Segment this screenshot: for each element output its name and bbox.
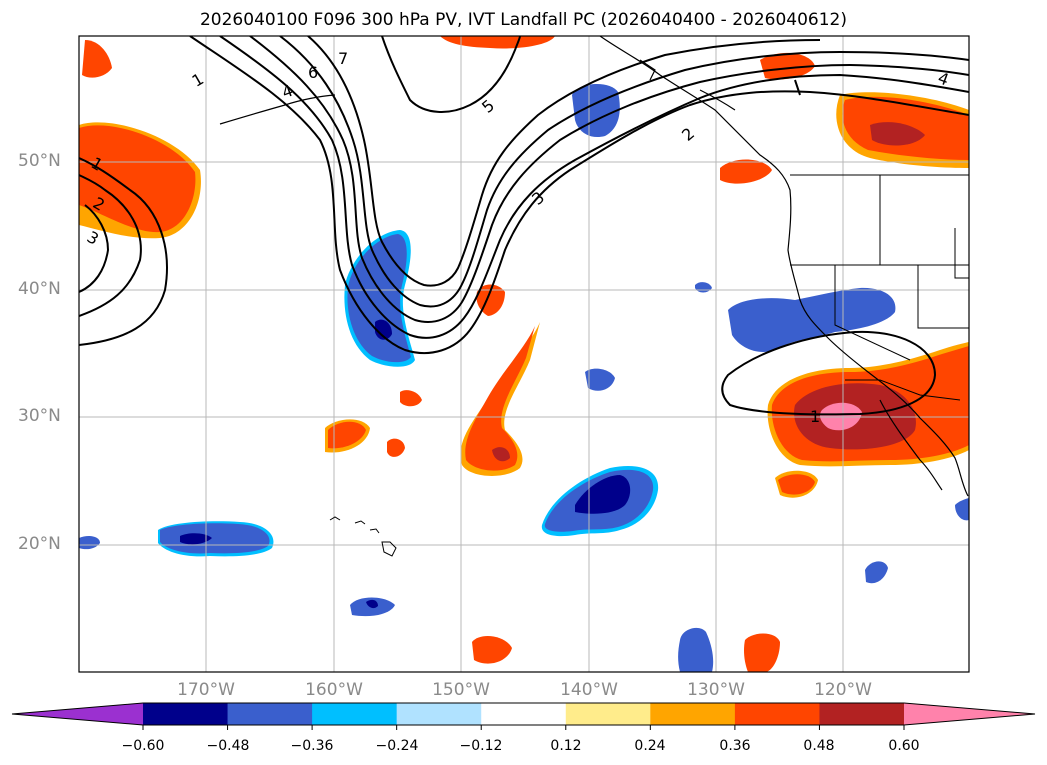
colorbar-tick-label: −0.36 bbox=[290, 738, 334, 754]
colorbar-segment bbox=[481, 703, 567, 725]
contour-label: 6 bbox=[308, 63, 318, 82]
colorbar-tick-label: 0.48 bbox=[803, 738, 835, 754]
colorbar-tick-label: 0.24 bbox=[634, 738, 666, 754]
colorbar-extend-max bbox=[904, 703, 1035, 725]
political-borders bbox=[790, 174, 969, 401]
colorbar-segment bbox=[143, 703, 229, 725]
colorbar-segment bbox=[227, 703, 313, 725]
colorbar-extend-min bbox=[12, 703, 143, 725]
colorbar-tick-label: 0.60 bbox=[888, 738, 920, 754]
colorbar-segment bbox=[312, 703, 398, 725]
longitude-label-150w: 150°W bbox=[432, 680, 490, 700]
latitude-label-20n: 20°N bbox=[18, 534, 61, 554]
longitude-label-170w: 170°W bbox=[177, 680, 235, 700]
positive-anomaly-shading bbox=[79, 36, 969, 672]
colorbar-segment bbox=[734, 703, 820, 725]
colorbar-segment bbox=[819, 703, 905, 725]
hawaii-islands bbox=[329, 516, 397, 557]
colorbar bbox=[11, 702, 1036, 730]
longitude-label-130w: 130°W bbox=[687, 680, 745, 700]
latitude-label-50n: 50°N bbox=[18, 151, 61, 171]
colorbar-tick-label: −0.12 bbox=[459, 738, 503, 754]
colorbar-segment bbox=[650, 703, 736, 725]
latitude-label-30n: 30°N bbox=[18, 406, 61, 426]
colorbar-tick-marks bbox=[142, 725, 905, 730]
colorbar-tick-label: −0.24 bbox=[375, 738, 419, 754]
latitude-label-40n: 40°N bbox=[18, 279, 61, 299]
pv-contours bbox=[79, 36, 969, 416]
longitude-label-140w: 140°W bbox=[560, 680, 618, 700]
longitude-label-120w: 120°W bbox=[814, 680, 872, 700]
colorbar-tick-label: −0.48 bbox=[206, 738, 250, 754]
colorbar-segment bbox=[396, 703, 482, 725]
graticule bbox=[79, 36, 969, 672]
map-frame bbox=[78, 35, 970, 673]
contour-label: 7 bbox=[338, 49, 348, 68]
longitude-label-160w: 160°W bbox=[305, 680, 363, 700]
colorbar-tick-label: 0.36 bbox=[719, 738, 751, 754]
map-title: 2026040100 F096 300 hPa PV, IVT Landfall… bbox=[199, 10, 847, 30]
contour-label: 1 bbox=[810, 407, 820, 426]
colorbar-tick-label: −0.60 bbox=[121, 738, 165, 754]
negative-anomaly-shading bbox=[79, 84, 969, 672]
colorbar-tick-label: 0.12 bbox=[550, 738, 582, 754]
colorbar-boxes bbox=[143, 703, 905, 725]
colorbar-segment bbox=[565, 703, 651, 725]
map-plot-area: 1 4 6 7 1 2 3 5 3 2 4 1 bbox=[79, 36, 969, 672]
